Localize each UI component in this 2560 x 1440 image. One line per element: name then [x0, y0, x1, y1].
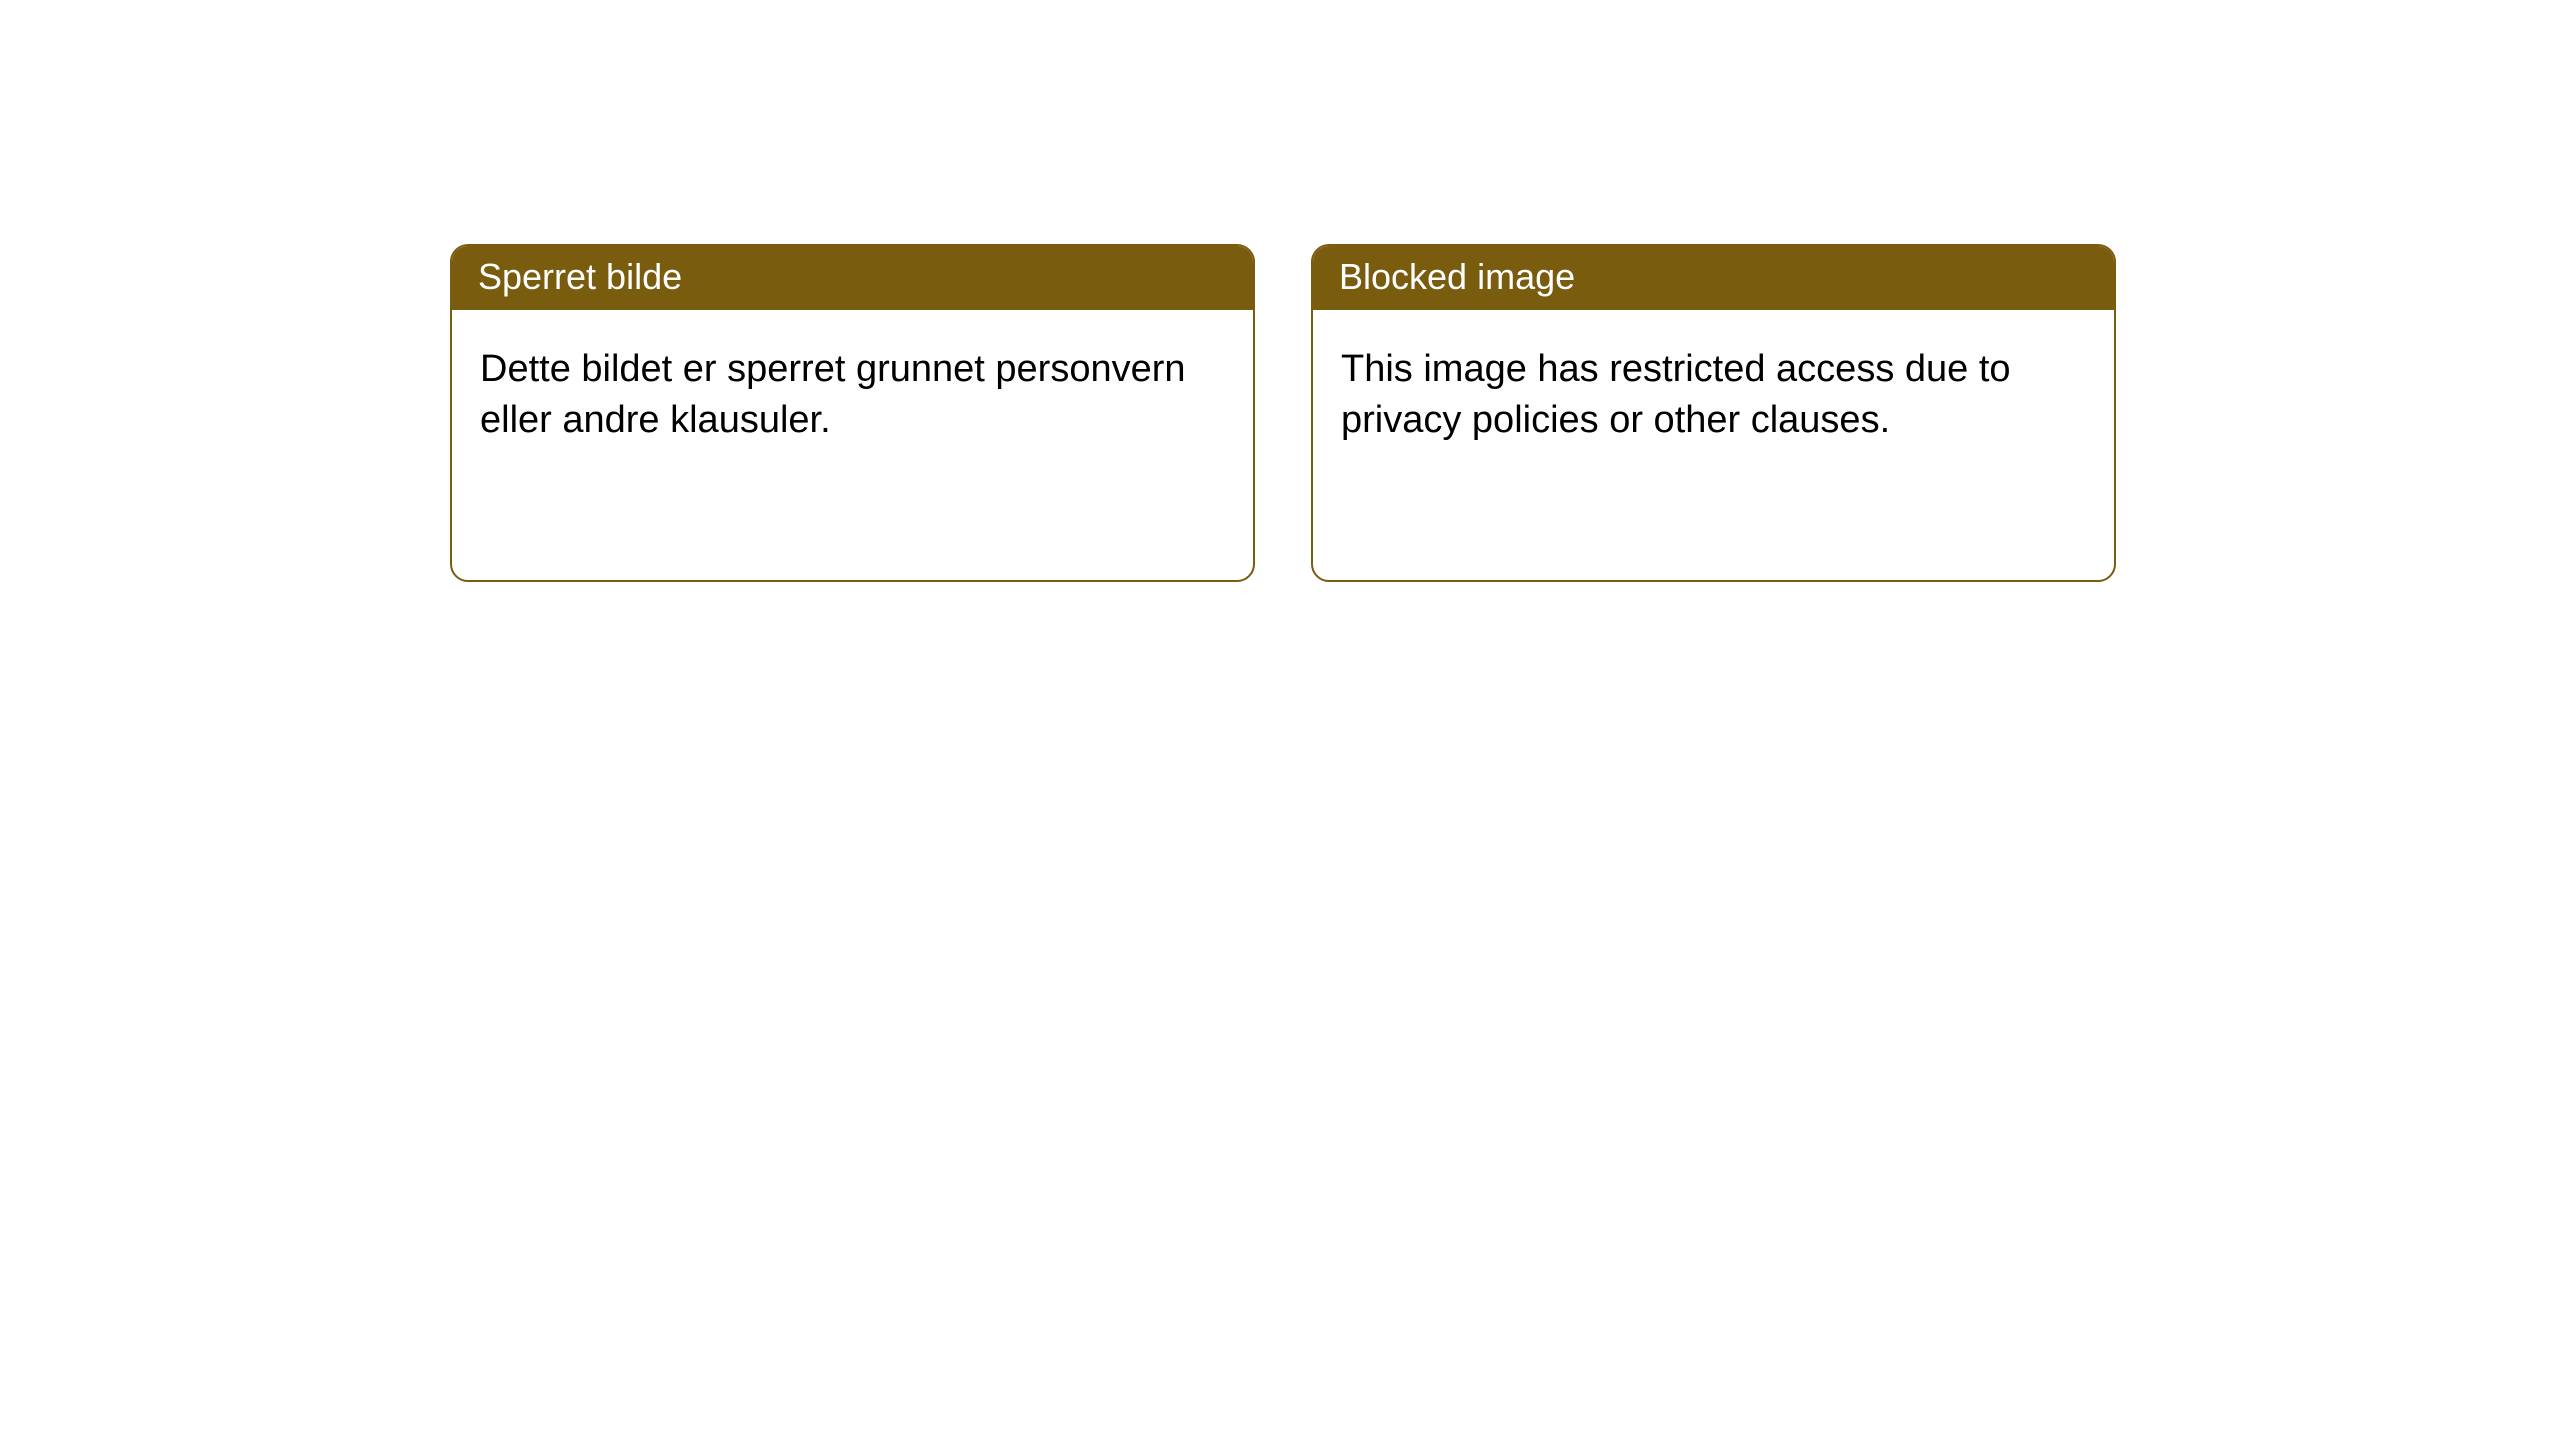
card-title-english: Blocked image	[1339, 256, 1575, 297]
blocked-image-card-english: Blocked image This image has restricted …	[1311, 244, 2116, 582]
card-text-norwegian: Dette bildet er sperret grunnet personve…	[480, 348, 1186, 441]
card-body-english: This image has restricted access due to …	[1313, 310, 2114, 481]
card-body-norwegian: Dette bildet er sperret grunnet personve…	[452, 310, 1253, 481]
card-header-english: Blocked image	[1313, 246, 2114, 310]
card-header-norwegian: Sperret bilde	[452, 246, 1253, 310]
card-title-norwegian: Sperret bilde	[478, 256, 682, 297]
card-text-english: This image has restricted access due to …	[1341, 348, 2011, 441]
blocked-image-card-norwegian: Sperret bilde Dette bildet er sperret gr…	[450, 244, 1255, 582]
notice-container: Sperret bilde Dette bildet er sperret gr…	[0, 0, 2560, 582]
